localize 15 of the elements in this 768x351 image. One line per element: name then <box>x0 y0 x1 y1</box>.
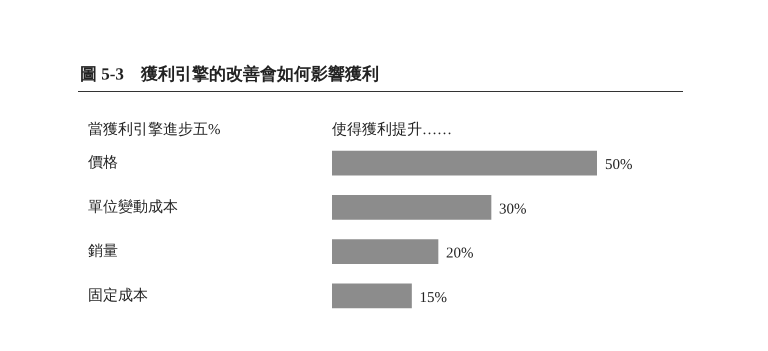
y-tick-label: 銷量 <box>88 242 118 260</box>
y-tick-label: 單位變動成本 <box>88 198 178 216</box>
text: 使得獲利提升…… <box>332 120 452 138</box>
chart-title: 圖 5-3 獲利引擎的改善會如何影響獲利 <box>80 63 379 84</box>
bar <box>332 284 412 308</box>
y-tick-label: 固定成本 <box>88 286 148 304</box>
bar <box>332 195 492 220</box>
bar <box>332 150 597 176</box>
data-label: 20% <box>446 246 474 262</box>
bar <box>332 239 438 264</box>
data-label: 50% <box>605 157 632 174</box>
text: 當獲利引擎進步五% <box>88 120 220 138</box>
y-tick-label: 價格 <box>88 154 118 172</box>
data-label: 30% <box>499 201 526 218</box>
data-label: 15% <box>420 290 447 306</box>
